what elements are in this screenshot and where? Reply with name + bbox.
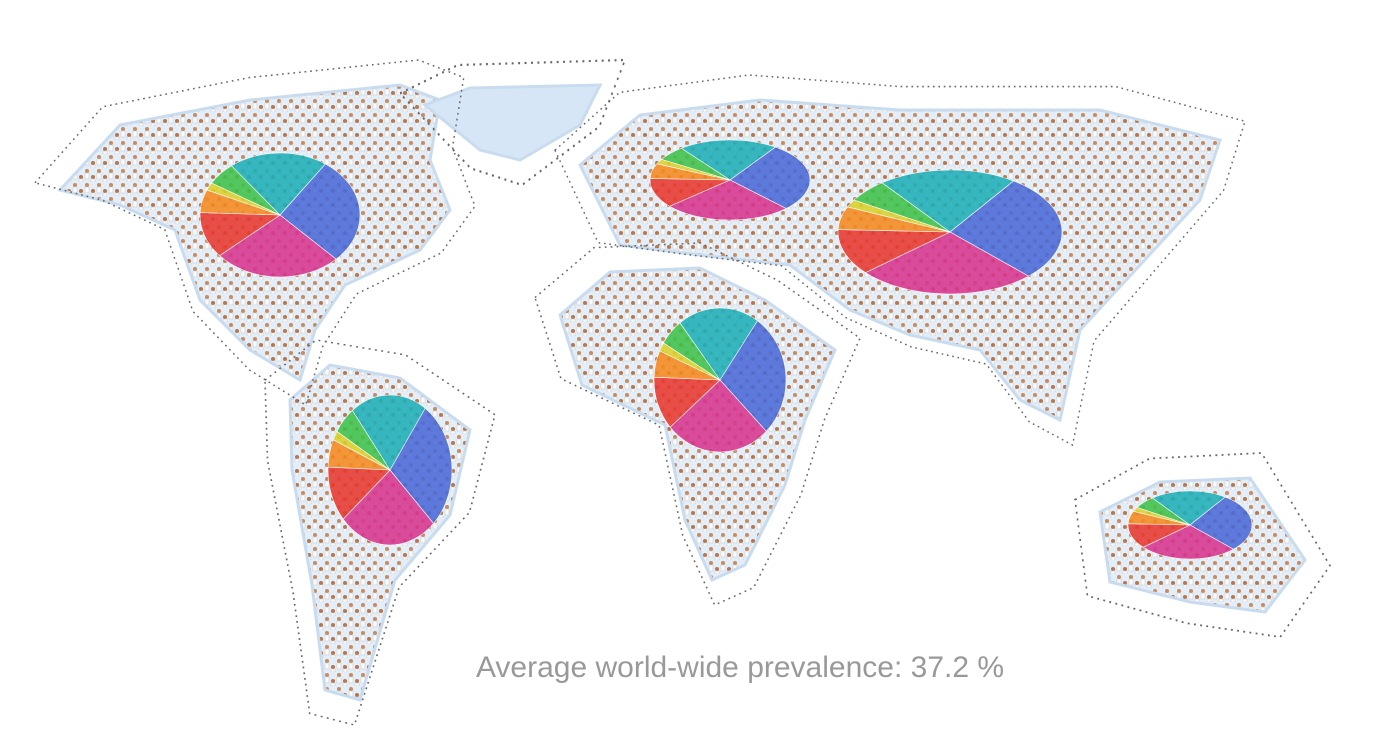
pie-sector — [206, 182, 281, 216]
pie-sector — [649, 178, 731, 207]
coast-halo — [1074, 452, 1331, 638]
pie-sector — [351, 394, 426, 471]
pie-sector — [729, 146, 811, 209]
pie-sector — [1189, 496, 1253, 550]
pie-sector — [1151, 490, 1226, 526]
pie-sector — [881, 169, 1015, 233]
pie-sector — [659, 342, 721, 381]
pie-sector — [669, 379, 767, 453]
pie-sector — [847, 199, 951, 233]
pie-sector — [342, 469, 434, 546]
pie-sector — [230, 152, 326, 216]
pie-sector — [332, 430, 391, 471]
pie-sector — [389, 407, 453, 524]
region-pies — [199, 139, 1253, 560]
pie-sector — [1132, 507, 1191, 526]
pie-sector — [837, 229, 951, 273]
pie-sector — [1142, 524, 1235, 560]
coast-outlines — [33, 58, 1331, 726]
pie-sector — [679, 307, 758, 381]
caption: Average world-wide prevalence: 37.2 % — [476, 651, 1004, 684]
pie-sector — [219, 214, 337, 278]
pie-sector — [656, 159, 731, 181]
greenland — [422, 83, 603, 162]
pie-sector — [864, 231, 1030, 295]
pie-sector — [199, 212, 281, 257]
pie-sector — [680, 139, 777, 181]
coast-halo — [534, 242, 861, 606]
pie-sector — [719, 320, 787, 432]
coast-halo — [264, 339, 496, 726]
coast-halo — [33, 59, 476, 407]
pie-sector — [279, 163, 361, 260]
pie-sector — [668, 179, 787, 221]
pie-sector — [949, 180, 1063, 277]
coast-halo — [554, 74, 1246, 447]
